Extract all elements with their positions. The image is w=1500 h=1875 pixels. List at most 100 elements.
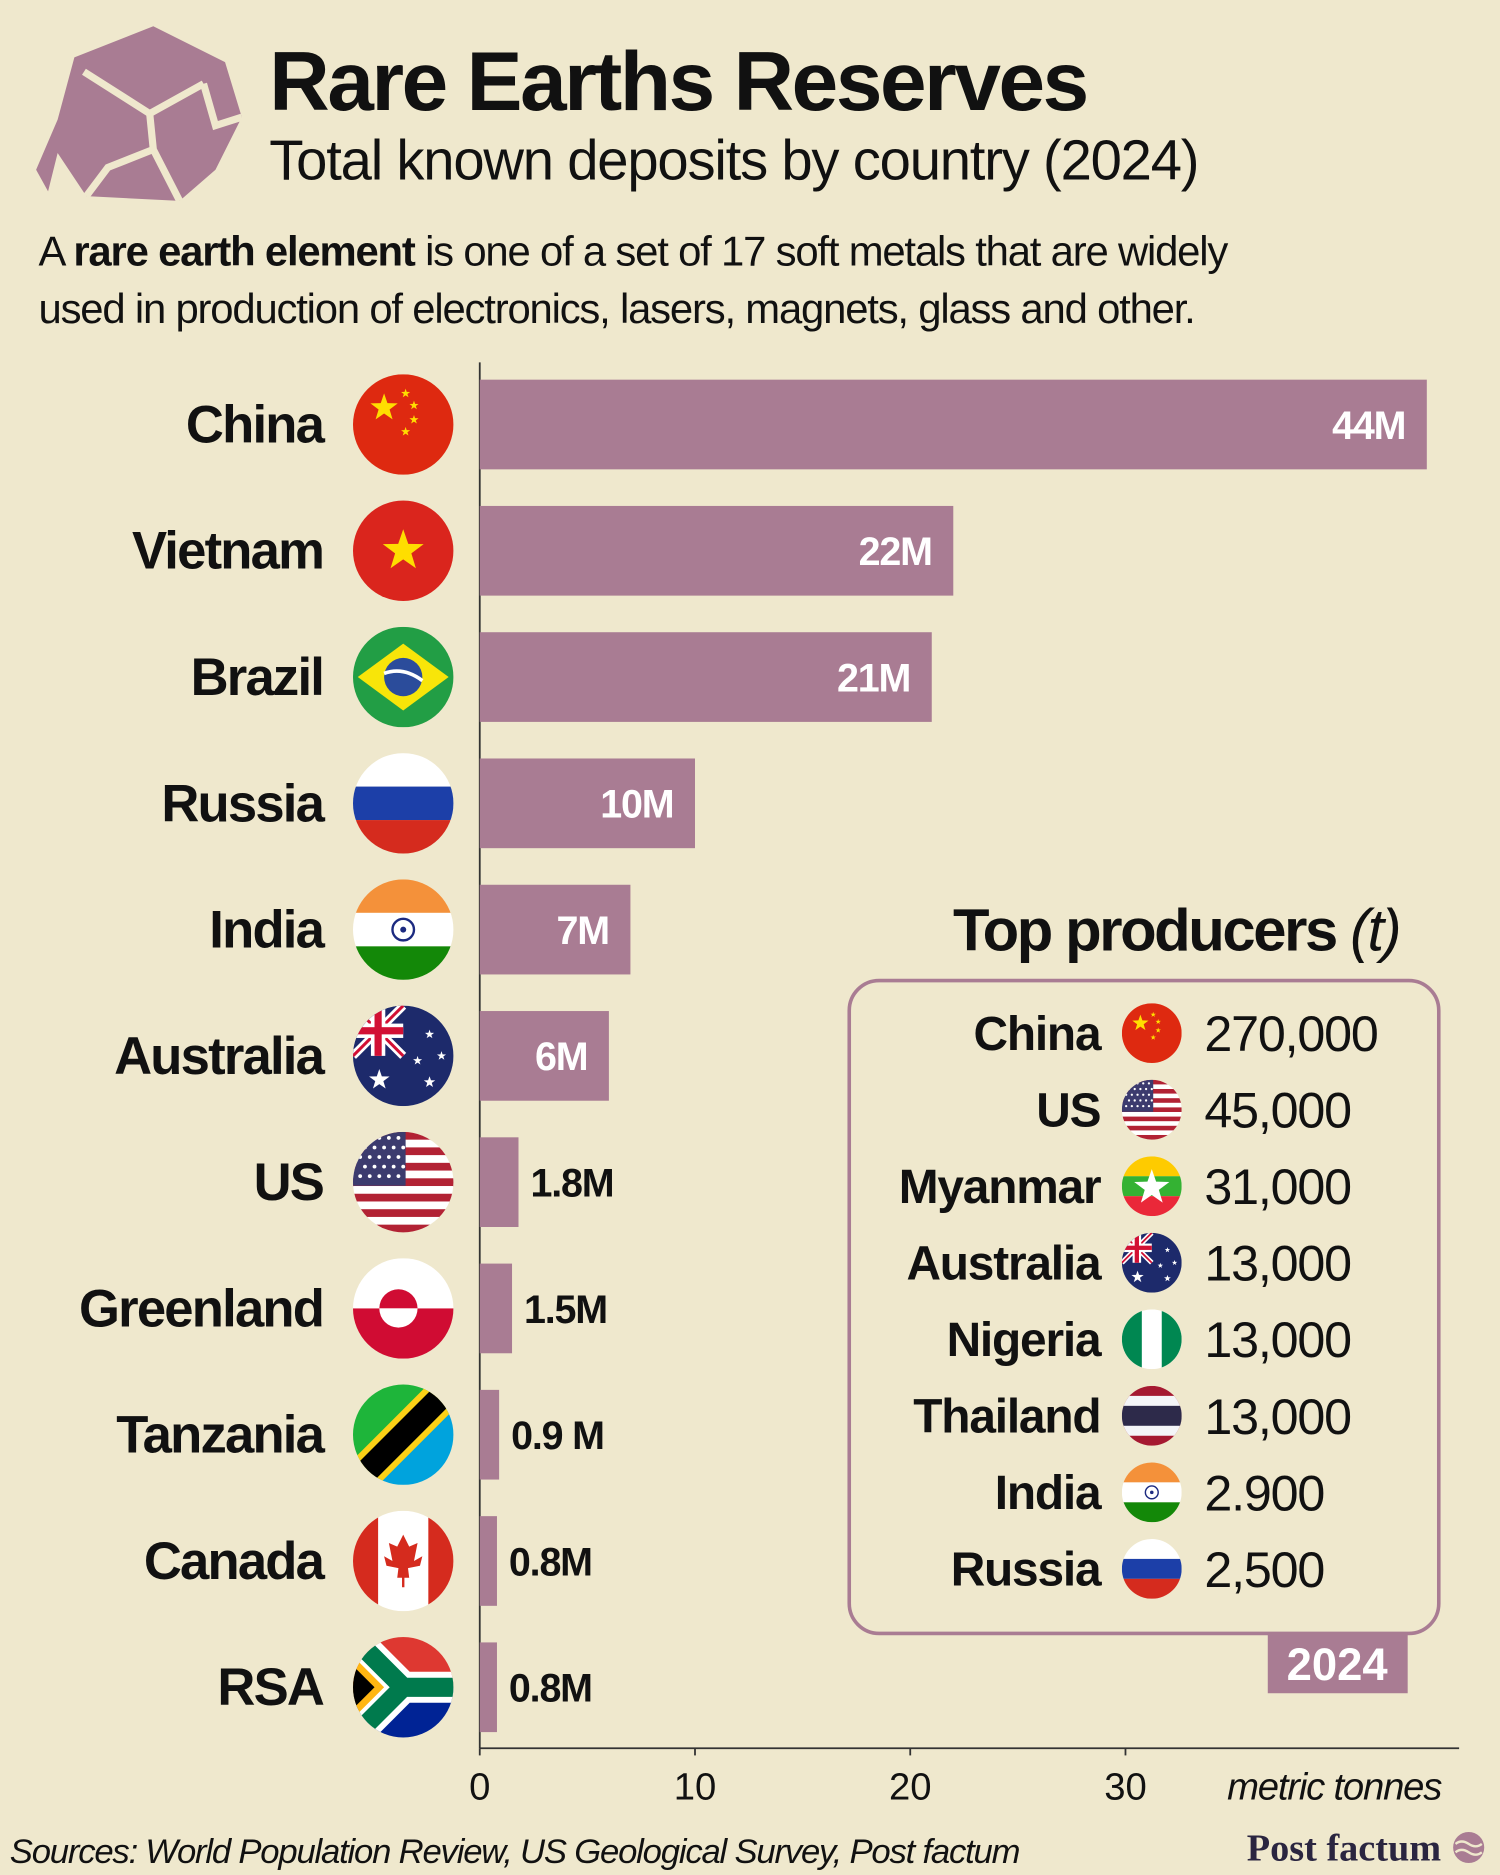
inset-box: [847, 978, 1441, 1636]
producer-name: Australia: [906, 1237, 1102, 1290]
flag-part: [396, 1174, 401, 1179]
flag-part: [372, 1145, 377, 1150]
flag-part: [1121, 1558, 1182, 1579]
producer-name: Russia: [951, 1544, 1102, 1597]
flag-part: [1121, 1130, 1182, 1136]
value-label: 21M: [837, 656, 910, 700]
flag-part: [1147, 1082, 1151, 1085]
producer-name: Thailand: [913, 1391, 1100, 1444]
category-label: RSA: [217, 1658, 323, 1717]
flag-part: [396, 1136, 401, 1140]
flag-part: [352, 786, 454, 821]
flag: [1121, 1385, 1182, 1446]
flag-part: [382, 1145, 387, 1150]
flag-part: [1171, 1259, 1178, 1266]
producer-name: China: [973, 1008, 1101, 1061]
flag-part: [367, 1174, 372, 1179]
bar: [479, 1011, 609, 1101]
flag-part: [352, 1209, 454, 1218]
flag-part: [1139, 1099, 1142, 1102]
category-label: Greenland: [79, 1279, 323, 1338]
value-label: 1.5M: [524, 1288, 607, 1332]
flag-part: [352, 1216, 454, 1226]
flag: [1121, 1003, 1182, 1064]
bar: [479, 1389, 500, 1480]
inset-unit: (t): [1350, 897, 1399, 964]
flag-part: [386, 1155, 391, 1159]
category-label: India: [209, 901, 325, 960]
flag-part: [391, 917, 416, 942]
producer-value: 270,000: [1204, 1006, 1377, 1062]
x-tick-label: 0: [469, 1766, 490, 1809]
flag-part: [1121, 1111, 1182, 1117]
producer-value: 2,500: [1204, 1542, 1324, 1598]
producer-value: 13,000: [1204, 1389, 1350, 1445]
flag: [352, 1005, 454, 1107]
flag-part: [1130, 1104, 1133, 1108]
chart-subtitle: Total known deposits by country (2024): [269, 128, 1198, 191]
flag-part: [1136, 1093, 1139, 1096]
flag-part: [1133, 1087, 1136, 1091]
flag: [352, 1637, 454, 1738]
flag-part: [352, 1201, 454, 1210]
flag: [1121, 1309, 1182, 1370]
flag-part: [1164, 1274, 1171, 1282]
category-label: Vietnam: [132, 522, 323, 581]
flag-part: [352, 1665, 375, 1709]
flag-part: [436, 1051, 447, 1060]
value-label: 0.8M: [509, 1667, 592, 1711]
flag-part: [1121, 1462, 1182, 1483]
flag-part: [352, 1384, 454, 1485]
flag-part: [352, 1224, 454, 1233]
value-label: 22M: [859, 530, 932, 574]
flag-part: [369, 1069, 390, 1089]
inset-title-text: Top producers: [953, 897, 1336, 964]
flag: [352, 500, 454, 602]
producer-name: Nigeria: [947, 1314, 1102, 1367]
flag-part: [374, 1005, 382, 1056]
flag-part: [1144, 1087, 1148, 1091]
flag-part: [409, 414, 419, 424]
flag-part: [409, 400, 419, 410]
value-label: 0.8M: [509, 1540, 592, 1584]
flag-part: [383, 669, 424, 683]
category-label: China: [186, 395, 326, 454]
x-tick-label: 20: [889, 1766, 932, 1809]
flag-part: [423, 1076, 436, 1087]
value-label: 44M: [1332, 404, 1405, 448]
flag-part: [382, 529, 424, 569]
flag-part: [401, 426, 411, 436]
flag-part: [358, 1174, 363, 1179]
flag-part: [1121, 1196, 1182, 1217]
year-label: 2024: [1287, 1639, 1389, 1690]
category-label: Tanzania: [116, 1406, 325, 1465]
flag-part: [352, 1637, 454, 1738]
flag: [1121, 1232, 1182, 1293]
flag-part: [401, 1145, 406, 1150]
flag-part: [391, 1164, 396, 1169]
value-label: 10M: [600, 783, 673, 827]
flag-part: [367, 1155, 372, 1159]
flag-part: [352, 374, 454, 475]
category-label: Brazil: [191, 648, 324, 707]
value-label: 0.9 M: [511, 1414, 604, 1458]
flag-part: [1133, 1099, 1136, 1102]
flag-part: [1121, 1121, 1182, 1127]
flag-part: [382, 1164, 387, 1169]
flag-part: [377, 1155, 382, 1159]
flag-part: [1147, 1104, 1151, 1108]
producer-value: 31,000: [1204, 1159, 1350, 1215]
bar: [479, 1642, 497, 1733]
value-label: 1.8M: [530, 1162, 613, 1206]
flag-part: [1144, 1099, 1148, 1102]
flag: [1121, 1538, 1182, 1599]
x-tick-label: 30: [1104, 1766, 1147, 1809]
flag-part: [386, 1174, 391, 1179]
flag-part: [1121, 1156, 1182, 1177]
producer-name: India: [995, 1467, 1102, 1520]
flag: [352, 1510, 454, 1612]
flag-part: [1121, 1538, 1182, 1559]
flag-part: [352, 1193, 454, 1203]
flag-part: [1150, 1490, 1154, 1495]
